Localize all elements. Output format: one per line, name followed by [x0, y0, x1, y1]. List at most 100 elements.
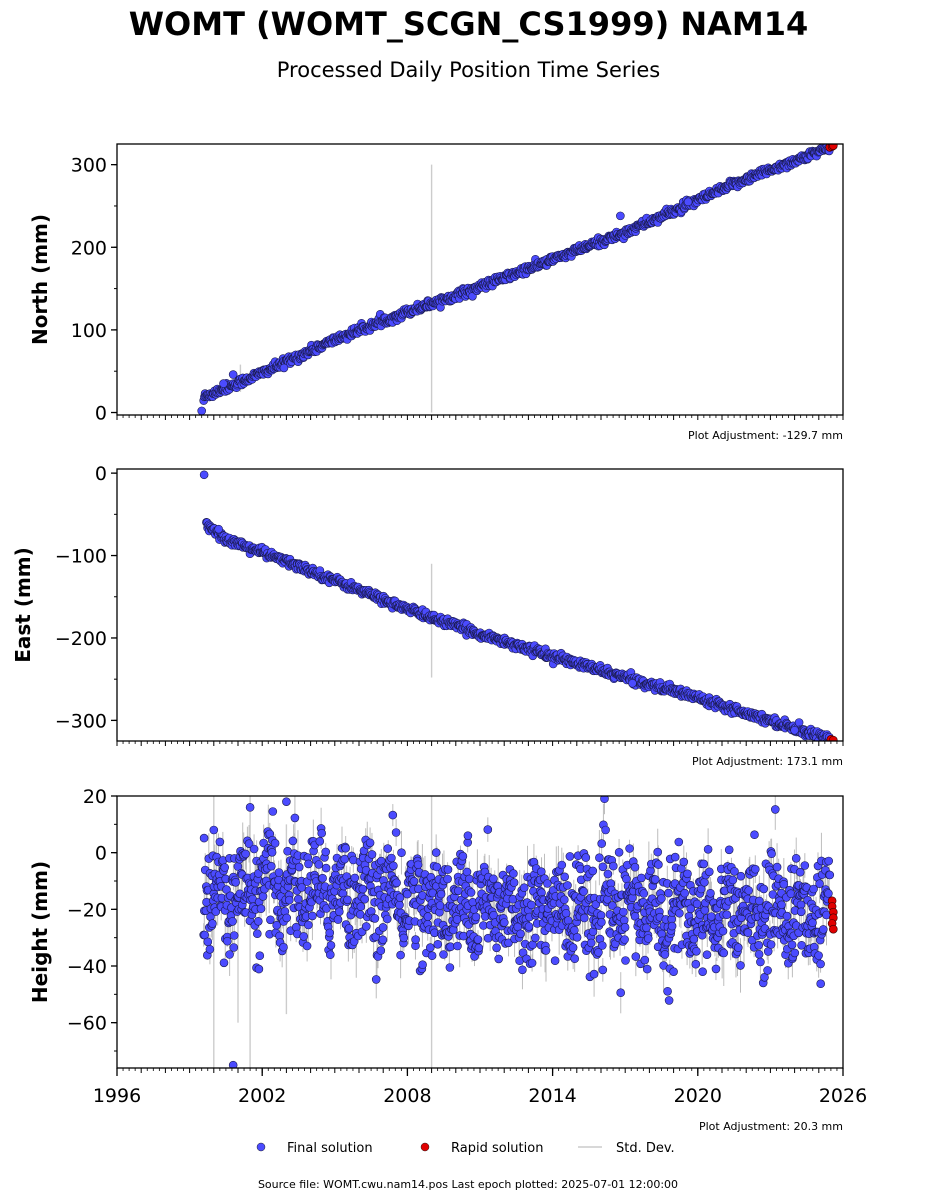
- final-solution-point: [786, 889, 796, 899]
- final-solution-point: [317, 828, 327, 838]
- final-solution-point: [759, 884, 769, 894]
- final-solution-point: [797, 940, 806, 950]
- final-solution-point: [258, 892, 268, 901]
- final-solution-point: [466, 888, 476, 897]
- final-solution-point: [436, 889, 446, 899]
- final-solution-point: [669, 967, 678, 976]
- final-solution-point: [509, 869, 518, 878]
- final-solution-point: [703, 844, 713, 854]
- final-solution-point: [458, 851, 468, 861]
- final-solution-point: [809, 884, 818, 894]
- final-solution-point: [642, 923, 651, 933]
- final-solution-point: [344, 924, 354, 933]
- final-solution-point: [270, 838, 280, 848]
- final-solution-point: [808, 918, 817, 928]
- height-y-axis: 20 0 −20 −40 −60: [67, 786, 117, 1052]
- rapid-solution-point: [829, 144, 838, 150]
- final-solution-point: [543, 879, 552, 888]
- final-solution-point: [376, 946, 386, 955]
- final-solution-point: [253, 916, 263, 926]
- final-solution-point: [208, 919, 217, 928]
- final-solution-point: [413, 860, 423, 870]
- final-solution-point: [589, 969, 599, 979]
- final-solution-point: [650, 875, 660, 884]
- final-solution-point: [670, 852, 680, 862]
- final-solution-point: [245, 803, 255, 812]
- final-solution-point: [816, 959, 825, 969]
- final-solution-point: [711, 964, 721, 974]
- final-solution-point: [763, 966, 772, 975]
- final-solution-point: [308, 911, 317, 921]
- final-solution-point: [443, 865, 453, 874]
- final-solution-point: [608, 901, 617, 910]
- final-solution-point: [692, 899, 702, 909]
- final-solution-point: [770, 805, 780, 814]
- final-solution-point: [267, 847, 277, 857]
- east-rapid-solution-points: [826, 735, 838, 741]
- final-solution-point: [600, 796, 609, 803]
- final-solution-point: [392, 878, 401, 888]
- final-solution-point: [473, 935, 483, 944]
- final-solution-point: [395, 893, 405, 902]
- final-solution-point: [220, 863, 229, 872]
- final-solution-point: [766, 940, 776, 949]
- final-solution-point: [371, 975, 381, 984]
- y-tick-label: 0: [95, 843, 107, 865]
- east-y-label: East (mm): [11, 547, 35, 663]
- final-solution-point: [439, 950, 448, 959]
- final-solution-point: [815, 879, 824, 889]
- east-frame: [116, 468, 844, 742]
- final-solution-point: [382, 914, 392, 924]
- final-solution-point: [664, 996, 674, 1005]
- final-solution-point: [698, 967, 707, 976]
- final-solution-point: [601, 825, 610, 835]
- final-solution-point: [767, 849, 776, 859]
- final-solution-point: [608, 861, 618, 871]
- y-tick-label: −100: [55, 546, 107, 568]
- final-solution-point: [779, 879, 789, 889]
- final-solution-point: [750, 864, 760, 874]
- final-solution-point: [683, 869, 692, 879]
- final-solution-point: [358, 884, 368, 894]
- final-solution-point: [579, 913, 589, 923]
- final-solution-point: [453, 941, 462, 951]
- final-solution-point: [397, 848, 406, 858]
- final-solution-point: [561, 908, 571, 918]
- final-solution-point: [527, 900, 536, 910]
- final-solution-point: [790, 948, 800, 958]
- final-solution-point: [425, 943, 435, 952]
- final-solution-point: [489, 874, 498, 884]
- final-solution-point: [274, 868, 284, 877]
- east-x-axis: [116, 741, 844, 746]
- final-solution-point: [249, 844, 259, 854]
- final-solution-point: [700, 905, 710, 915]
- final-solution-point: [321, 847, 331, 857]
- final-solution-point: [367, 850, 377, 859]
- final-solution-point: [474, 943, 484, 953]
- final-solution-point: [603, 869, 613, 879]
- x-tick-label: 2026: [819, 1085, 867, 1107]
- final-solution-point: [341, 843, 351, 853]
- final-solution-point: [395, 900, 404, 910]
- final-solution-point: [223, 936, 232, 946]
- final-solution-point: [679, 857, 689, 867]
- final-solution-point: [391, 828, 401, 837]
- final-solution-point: [597, 917, 606, 927]
- final-solution-point: [432, 862, 442, 872]
- final-solution-point: [675, 908, 684, 918]
- final-solution-point: [707, 912, 716, 921]
- final-solution-point: [504, 938, 513, 948]
- legend-marker: [420, 1142, 430, 1152]
- final-solution-point: [527, 958, 537, 968]
- height-final-solution-points: [199, 796, 835, 1068]
- final-solution-point: [409, 876, 419, 886]
- final-solution-point: [680, 888, 690, 898]
- final-solution-point: [519, 883, 529, 893]
- final-solution-point: [209, 825, 219, 835]
- final-solution-point: [657, 894, 666, 903]
- final-solution-point: [396, 950, 405, 960]
- final-solution-point: [315, 836, 325, 846]
- final-solution-point: [660, 950, 670, 959]
- y-tick-label: −60: [67, 1013, 107, 1035]
- height-rapid-solution-points: [827, 896, 838, 934]
